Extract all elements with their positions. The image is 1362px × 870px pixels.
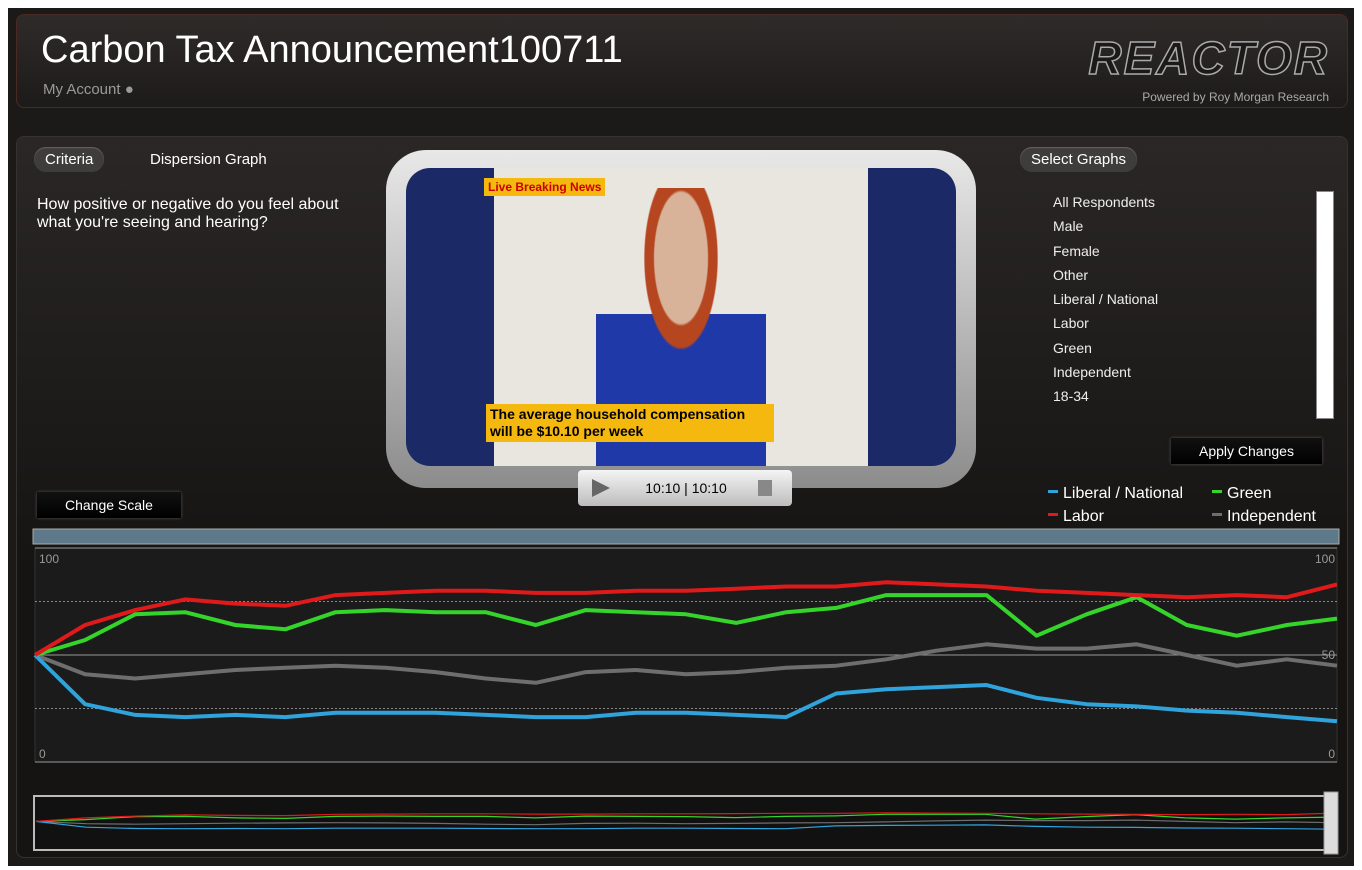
timeline-bar	[33, 529, 1339, 544]
overview-handle	[1324, 792, 1338, 854]
y-tick-label: 0	[1328, 747, 1335, 761]
y-tick-label: 50	[1322, 648, 1336, 662]
y-tick-label: 100	[1315, 552, 1335, 566]
y-tick-label: 100	[39, 552, 59, 566]
app: Carbon Tax Announcement100711 My Account…	[8, 8, 1354, 866]
y-tick-label: 0	[39, 747, 46, 761]
chart: 0 0 50 100 100	[8, 8, 1354, 866]
